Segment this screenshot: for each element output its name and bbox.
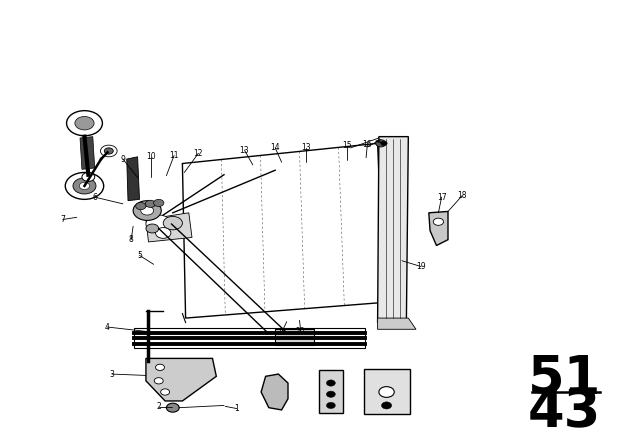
- Text: 10: 10: [146, 152, 156, 161]
- Text: 51: 51: [528, 353, 601, 405]
- Polygon shape: [261, 374, 288, 410]
- Circle shape: [154, 378, 163, 384]
- Circle shape: [141, 206, 154, 215]
- Circle shape: [161, 389, 170, 395]
- Text: 18: 18: [458, 191, 467, 200]
- Text: 12: 12: [194, 149, 203, 158]
- Polygon shape: [275, 329, 314, 345]
- Circle shape: [82, 172, 95, 181]
- Text: 19: 19: [416, 262, 426, 271]
- Text: 7: 7: [60, 215, 65, 224]
- Circle shape: [381, 402, 392, 409]
- Circle shape: [163, 216, 182, 230]
- Circle shape: [145, 200, 156, 207]
- Text: 3: 3: [109, 370, 115, 379]
- Circle shape: [146, 224, 159, 233]
- Circle shape: [67, 111, 102, 136]
- Text: 6: 6: [92, 193, 97, 202]
- Polygon shape: [80, 137, 95, 169]
- Polygon shape: [146, 358, 216, 401]
- Polygon shape: [378, 137, 408, 323]
- Circle shape: [154, 199, 164, 207]
- Circle shape: [79, 182, 90, 190]
- Circle shape: [133, 201, 161, 220]
- Text: 8: 8: [129, 235, 134, 244]
- Circle shape: [156, 228, 171, 238]
- Text: 20: 20: [296, 327, 306, 336]
- Circle shape: [433, 218, 444, 225]
- Circle shape: [73, 178, 96, 194]
- Circle shape: [326, 391, 335, 397]
- Text: 15: 15: [342, 141, 352, 150]
- Bar: [319, 370, 343, 413]
- Circle shape: [376, 140, 386, 147]
- Circle shape: [104, 148, 113, 154]
- Text: 17: 17: [436, 193, 447, 202]
- Polygon shape: [146, 213, 192, 242]
- Circle shape: [146, 215, 172, 233]
- Circle shape: [136, 202, 146, 210]
- Text: 11: 11: [170, 151, 179, 160]
- Text: 14: 14: [270, 143, 280, 152]
- Polygon shape: [127, 157, 140, 201]
- Circle shape: [326, 380, 335, 386]
- Circle shape: [326, 402, 335, 409]
- Text: 4: 4: [105, 323, 110, 332]
- Circle shape: [166, 403, 179, 412]
- Text: 2: 2: [156, 402, 161, 411]
- Bar: [134, 328, 365, 348]
- Bar: [364, 369, 410, 414]
- Text: 13: 13: [239, 146, 250, 155]
- Circle shape: [75, 116, 94, 130]
- Text: 5: 5: [137, 251, 142, 260]
- Polygon shape: [429, 211, 448, 246]
- Text: 16: 16: [362, 140, 372, 149]
- Text: 13: 13: [301, 143, 311, 152]
- Polygon shape: [378, 318, 416, 329]
- Text: 1: 1: [234, 404, 239, 413]
- Text: 43: 43: [528, 386, 601, 438]
- Circle shape: [65, 172, 104, 199]
- Text: 9: 9: [120, 155, 125, 164]
- Circle shape: [156, 364, 164, 370]
- Circle shape: [381, 141, 387, 146]
- Text: 21: 21: [277, 328, 286, 337]
- Circle shape: [379, 387, 394, 397]
